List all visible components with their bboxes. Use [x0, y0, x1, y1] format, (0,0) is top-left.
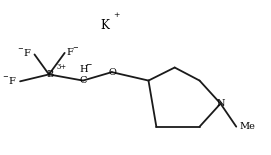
Text: +: +: [113, 11, 120, 19]
Text: $-$: $-$: [85, 59, 93, 67]
Text: N: N: [216, 99, 225, 108]
Text: 3+: 3+: [56, 63, 66, 71]
Text: C: C: [79, 76, 87, 85]
Text: $^{-}$F: $^{-}$F: [2, 75, 17, 86]
Text: H: H: [80, 64, 88, 74]
Text: Me: Me: [239, 122, 255, 131]
Text: B: B: [47, 70, 54, 79]
Text: K: K: [101, 19, 110, 32]
Text: F$^{-}$: F$^{-}$: [66, 46, 80, 57]
Text: $^{-}$F: $^{-}$F: [17, 47, 32, 58]
Text: O: O: [109, 68, 117, 77]
